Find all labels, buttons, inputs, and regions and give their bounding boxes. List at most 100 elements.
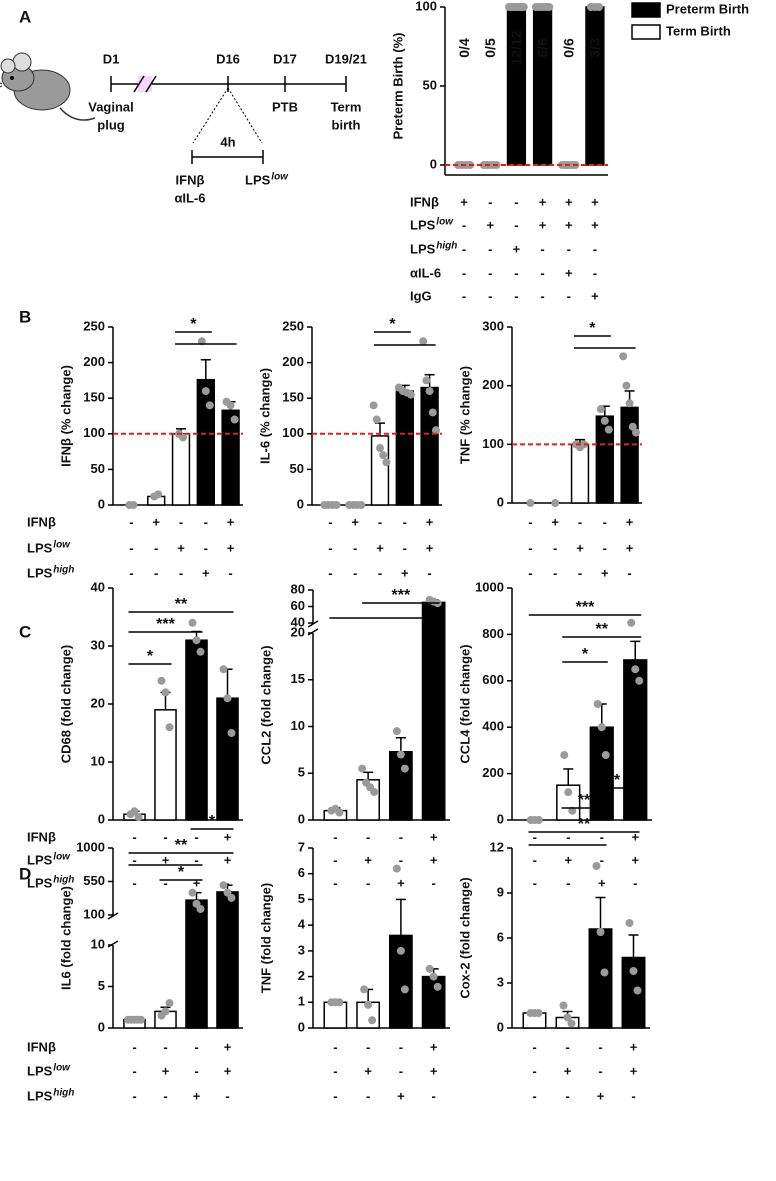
data-point xyxy=(567,1019,576,1028)
treatment-sign: + xyxy=(227,540,235,555)
y-tick-label: 5 xyxy=(298,891,305,906)
y-tick-label: 0 xyxy=(98,1019,105,1034)
y-tick-label: 40 xyxy=(291,614,305,629)
treatment-sign: - xyxy=(533,852,537,867)
data-point xyxy=(632,428,640,437)
treatment-sign: - xyxy=(333,875,337,890)
significance-label: *** xyxy=(576,599,595,616)
treatment-sign: + xyxy=(576,540,584,555)
treatment-sign: + xyxy=(539,217,547,232)
treatment-name: LPS xyxy=(27,565,53,580)
y-tick-label: 200 xyxy=(83,354,105,369)
significance-label: *** xyxy=(392,587,411,604)
treatment-name: αIL-6 xyxy=(410,265,441,280)
treatment-sign: - xyxy=(328,514,332,529)
y-tick-label: 0 xyxy=(98,811,105,826)
y-tick-label: 0 xyxy=(497,811,504,826)
treatment-sign: - xyxy=(399,829,403,844)
y-tick-label: 250 xyxy=(83,318,105,333)
treatment-sign: - xyxy=(328,540,332,555)
treatment-sign: + xyxy=(631,852,639,867)
significance-label: * xyxy=(147,648,154,665)
treatment-sign: - xyxy=(132,1039,136,1054)
treatment-sign: + xyxy=(630,1063,638,1078)
y-axis-label: CCL2 (fold change) xyxy=(258,645,273,764)
y-tick-label: 7 xyxy=(298,839,305,854)
y-tick-label: 400 xyxy=(482,719,504,734)
y-tick-label: 50 xyxy=(423,77,437,92)
data-point xyxy=(197,337,206,346)
bar xyxy=(532,6,553,166)
treatment-sign: - xyxy=(204,514,208,529)
treatment-sign: - xyxy=(488,265,492,280)
treatment-sign: + xyxy=(486,217,494,232)
treatment-sign: - xyxy=(462,217,466,232)
treatment-sign: - xyxy=(163,875,167,890)
legend-label: Term Birth xyxy=(666,23,731,38)
data-point xyxy=(335,998,344,1007)
treatment-sign: + xyxy=(597,1088,605,1103)
event-label: Term xyxy=(331,99,362,114)
treatment-name: IFNβ xyxy=(410,194,439,209)
treatment-sign: - xyxy=(328,565,332,580)
treatment-sign: - xyxy=(194,829,198,844)
y-tick-label: 0 xyxy=(497,1019,504,1034)
treatment-sign: + xyxy=(397,1088,405,1103)
data-point xyxy=(157,676,166,685)
treatment-sign: - xyxy=(154,565,158,580)
y-tick-label: 3 xyxy=(298,942,305,957)
data-point xyxy=(201,387,210,396)
data-point xyxy=(560,751,569,760)
y-tick-label: 0 xyxy=(98,496,105,511)
data-point xyxy=(165,999,174,1008)
bar xyxy=(196,378,215,506)
data-point xyxy=(592,862,601,870)
y-axis-label: CD68 (fold change) xyxy=(58,645,73,763)
treatment-sign: - xyxy=(333,1088,337,1103)
treatment-sign: + xyxy=(598,875,606,890)
treatment-sign: - xyxy=(129,514,133,529)
data-point xyxy=(433,982,442,991)
y-axis-label: IL6 (fold change) xyxy=(58,886,73,990)
treatment-sign: + xyxy=(630,1039,638,1054)
significance-label: *** xyxy=(156,616,175,633)
data-point xyxy=(432,426,440,435)
treatment-sign: - xyxy=(598,1039,602,1054)
y-tick-label: 20 xyxy=(291,624,305,639)
treatment-sign: + xyxy=(162,1063,170,1078)
treatment-sign: - xyxy=(631,1088,635,1103)
y-tick-label: 800 xyxy=(482,626,504,641)
treatment-qualifier: low xyxy=(271,172,289,183)
treatment-sign: + xyxy=(152,514,160,529)
treatment-sign: - xyxy=(399,852,403,867)
axis-break xyxy=(107,940,119,948)
day-label: D19/21 xyxy=(325,51,367,66)
data-point xyxy=(519,3,528,11)
data-point xyxy=(551,499,560,507)
data-point xyxy=(227,893,236,902)
treatment-sign: - xyxy=(366,875,370,890)
treatment-qualifier: high xyxy=(436,241,457,252)
y-axis-label: IL-6 (% change) xyxy=(257,368,272,464)
treatment-sign: + xyxy=(430,852,438,867)
treatment-sign: - xyxy=(600,829,604,844)
data-point xyxy=(227,729,236,737)
treatment-name: IFNβ xyxy=(27,1039,56,1054)
treatment-sign: + xyxy=(601,565,609,580)
data-point xyxy=(364,1000,373,1009)
legend-label: Preterm Birth xyxy=(666,1,749,16)
treatment-sign: - xyxy=(462,265,466,280)
bar xyxy=(216,697,239,821)
treatment-sign: - xyxy=(603,540,607,555)
treatment-sign: - xyxy=(179,565,183,580)
significance-label: * xyxy=(582,646,589,663)
treatment-sign: - xyxy=(528,514,532,529)
y-axis-label: TNF (% change) xyxy=(457,366,472,464)
data-point xyxy=(226,401,235,410)
significance-label: * xyxy=(614,772,621,789)
data-point xyxy=(396,946,405,955)
data-point xyxy=(196,905,205,914)
data-point xyxy=(422,376,431,385)
treatment-sign: - xyxy=(528,540,532,555)
treatment-sign: + xyxy=(591,194,599,209)
